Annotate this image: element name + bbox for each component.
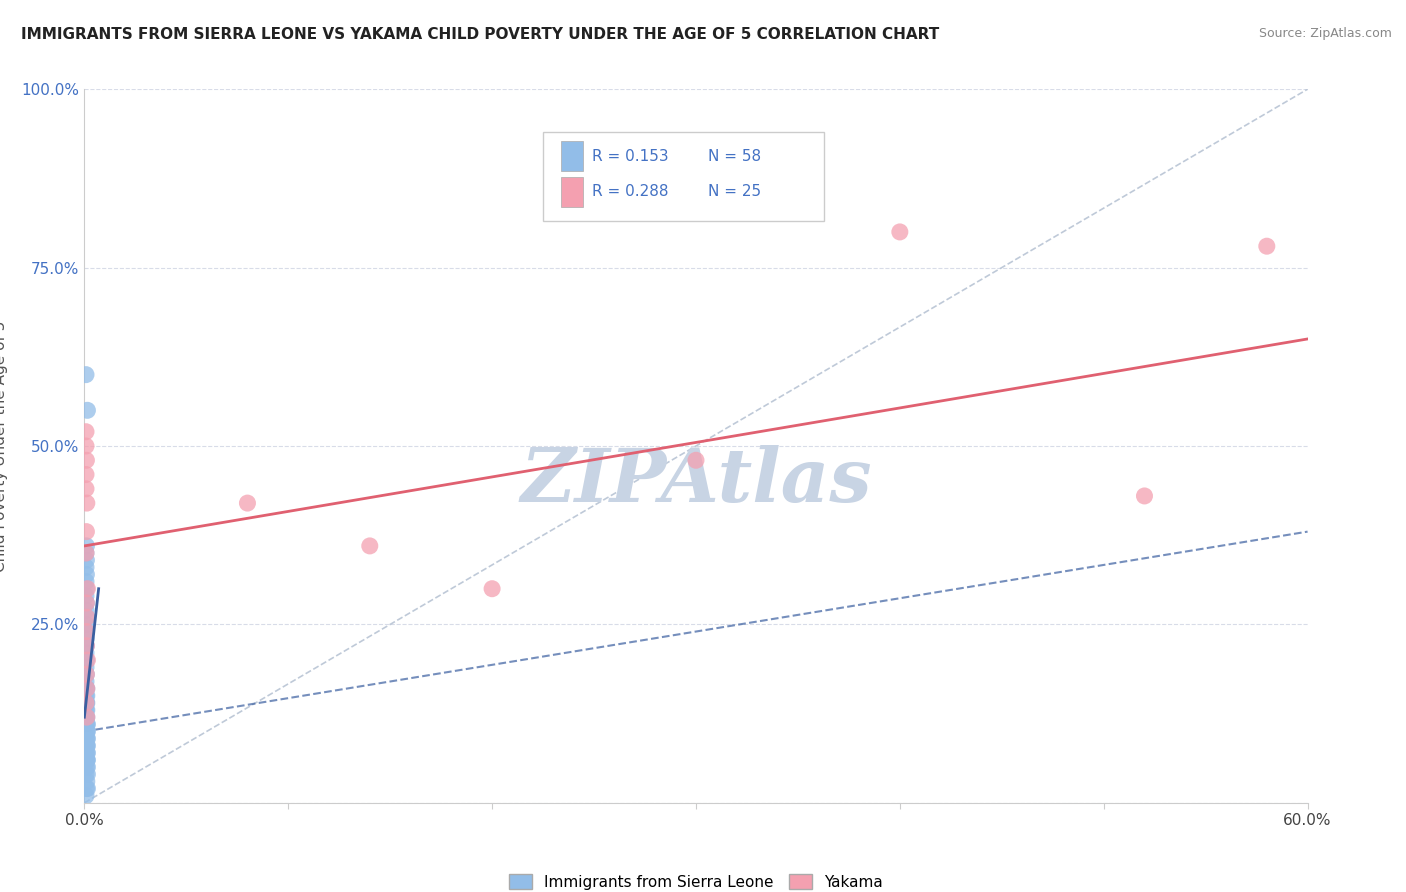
Point <box>75 667 97 681</box>
Point <box>75 703 97 717</box>
Point <box>75 789 97 803</box>
Point <box>75 632 97 646</box>
Point <box>75 760 97 774</box>
Point <box>75 574 97 589</box>
Point <box>75 646 97 660</box>
Point <box>76 681 98 696</box>
Point <box>75 467 97 482</box>
Point <box>76 753 98 767</box>
Point <box>76 746 98 760</box>
Point <box>75 667 97 681</box>
Point <box>75 767 97 781</box>
Point <box>1256 239 1278 253</box>
Point <box>75 710 97 724</box>
Point <box>685 453 707 467</box>
Point <box>76 703 98 717</box>
Text: R = 0.153: R = 0.153 <box>592 149 669 164</box>
Point <box>76 710 98 724</box>
Point <box>75 546 97 560</box>
Text: IMMIGRANTS FROM SIERRA LEONE VS YAKAMA CHILD POVERTY UNDER THE AGE OF 5 CORRELAT: IMMIGRANTS FROM SIERRA LEONE VS YAKAMA C… <box>21 27 939 42</box>
Text: ZIPAtlas: ZIPAtlas <box>520 445 872 518</box>
Point <box>75 524 97 539</box>
Point <box>76 753 98 767</box>
Point <box>76 731 98 746</box>
Point <box>76 746 98 760</box>
Point <box>75 696 97 710</box>
FancyBboxPatch shape <box>543 132 824 221</box>
Bar <box>561 141 583 171</box>
Point <box>76 653 98 667</box>
Point <box>75 596 97 610</box>
Point <box>75 425 97 439</box>
Point <box>75 696 97 710</box>
Point <box>75 610 97 624</box>
Point <box>76 403 98 417</box>
Point <box>75 660 97 674</box>
Point <box>75 639 97 653</box>
Point <box>75 596 97 610</box>
Point <box>75 639 97 653</box>
Legend: Immigrants from Sierra Leone, Yakama: Immigrants from Sierra Leone, Yakama <box>503 868 889 892</box>
Point <box>75 553 97 567</box>
Point <box>359 539 381 553</box>
Point <box>75 689 97 703</box>
Point <box>75 653 97 667</box>
Point <box>76 582 98 596</box>
Point <box>75 546 97 560</box>
Point <box>76 717 98 731</box>
Point <box>75 453 97 467</box>
Point <box>75 617 97 632</box>
Point <box>1133 489 1156 503</box>
Point <box>75 624 97 639</box>
Point <box>76 731 98 746</box>
Point <box>75 567 97 582</box>
Point <box>76 689 98 703</box>
Text: R = 0.288: R = 0.288 <box>592 185 668 200</box>
Point <box>75 482 97 496</box>
Point <box>76 781 98 796</box>
Y-axis label: Child Poverty Under the Age of 5: Child Poverty Under the Age of 5 <box>0 320 7 572</box>
Point <box>76 681 98 696</box>
Point <box>76 717 98 731</box>
Bar <box>561 177 583 207</box>
Point <box>76 610 98 624</box>
Point <box>75 781 97 796</box>
Text: N = 58: N = 58 <box>709 149 761 164</box>
Point <box>75 603 97 617</box>
Point <box>75 589 97 603</box>
Point <box>76 753 98 767</box>
Point <box>75 746 97 760</box>
Point <box>889 225 911 239</box>
Point <box>76 710 98 724</box>
Point <box>76 739 98 753</box>
Point <box>76 739 98 753</box>
Point <box>481 582 503 596</box>
Point <box>75 731 97 746</box>
Point <box>75 368 97 382</box>
Point <box>75 674 97 689</box>
Point <box>76 724 98 739</box>
Point <box>75 582 97 596</box>
Point <box>75 539 97 553</box>
Text: Source: ZipAtlas.com: Source: ZipAtlas.com <box>1258 27 1392 40</box>
Point <box>75 724 97 739</box>
Point <box>75 739 97 753</box>
Point <box>75 717 97 731</box>
Point <box>75 681 97 696</box>
Point <box>236 496 259 510</box>
Point <box>75 439 97 453</box>
Point <box>76 774 98 789</box>
Point <box>75 560 97 574</box>
Point <box>76 496 98 510</box>
Point <box>76 767 98 781</box>
Point <box>76 760 98 774</box>
Point <box>76 724 98 739</box>
Text: N = 25: N = 25 <box>709 185 761 200</box>
Point <box>75 624 97 639</box>
Point <box>76 696 98 710</box>
